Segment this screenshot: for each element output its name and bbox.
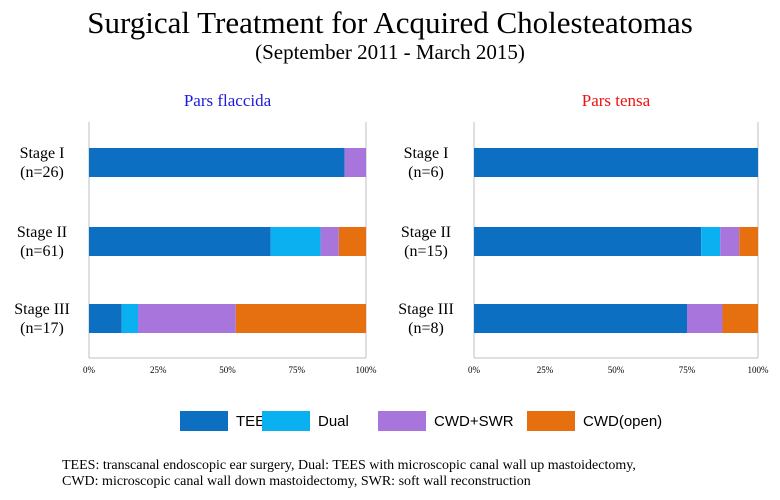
pars-tensa-n-label: (n=8) xyxy=(408,320,444,337)
footnote: TEES: transcanal endoscopic ear surgery,… xyxy=(62,458,636,490)
legend-swatch-tees xyxy=(180,411,228,431)
pars-flaccida-bar-cwd-open xyxy=(338,227,366,256)
legend-label-cwd-swr: CWD+SWR xyxy=(434,412,514,430)
pars-tensa-bar-tees xyxy=(474,148,758,177)
pars-flaccida-bar-cwd-swr xyxy=(138,304,236,333)
pars-flaccida-stage-label: Stage III xyxy=(14,301,70,318)
pars-tensa-tick-label: 100% xyxy=(748,365,770,375)
pars-tensa-stage-label: Stage III xyxy=(398,301,454,318)
pars-flaccida-bar-dual xyxy=(121,304,139,333)
legend-label-cwd-open: CWD(open) xyxy=(583,412,663,430)
pars-flaccida-bar-tees xyxy=(89,148,345,177)
pars-tensa-stage-label: Stage I xyxy=(404,145,449,162)
pars-tensa-tick-label: 0% xyxy=(468,365,481,375)
footnote-line-2: CWD: microscopic canal wall down mastoid… xyxy=(62,474,531,489)
chart-subtitle: (September 2011 - March 2015) xyxy=(255,40,525,64)
legend-item-dual: Dual xyxy=(262,409,349,433)
pars-flaccida-stage-label: Stage II xyxy=(17,224,67,241)
stacked-bar-charts: Pars flaccida 0% 25% 50% 75% 100% Stage I (n=26… xyxy=(14,91,770,375)
pars-flaccida-title: Pars flaccida xyxy=(184,91,272,110)
pars-tensa-bar-dual xyxy=(701,227,721,256)
pars-tensa-tick-label: 25% xyxy=(537,365,554,375)
pars-flaccida-bar-cwd-open xyxy=(235,304,366,333)
pars-flaccida-stage-label: Stage I xyxy=(20,145,65,162)
pars-tensa-tick-label: 50% xyxy=(608,365,625,375)
legend-item-cwd-open: CWD(open) xyxy=(527,409,662,433)
pars-flaccida-bar-tees xyxy=(89,227,271,256)
pars-tensa-n-label: (n=6) xyxy=(408,164,444,181)
pars-tensa-bar-cwd-swr xyxy=(720,227,740,256)
pars-tensa-bar-cwd-open xyxy=(722,304,758,333)
legend-swatch-cwd-open xyxy=(527,411,575,431)
legend: TEES Dual CWD+SWR CWD(open) xyxy=(0,409,780,433)
pars-flaccida-n-label: (n=61) xyxy=(20,243,64,260)
pars-tensa-bar-tees xyxy=(474,227,702,256)
pars-tensa-n-label: (n=15) xyxy=(404,243,448,260)
legend-item-tees: TEES xyxy=(180,409,275,433)
pars-flaccida-tick-label: 0% xyxy=(83,365,96,375)
pars-tensa-tick-label: 75% xyxy=(679,365,696,375)
pars-tensa-bar-cwd-swr xyxy=(687,304,723,333)
pars-flaccida-bar-dual xyxy=(270,227,321,256)
legend-swatch-cwd-swr xyxy=(378,411,426,431)
pars-tensa-bar-cwd-open xyxy=(739,227,758,256)
pars-flaccida-bar-cwd-swr xyxy=(344,148,366,177)
pars-flaccida-tick-label: 25% xyxy=(150,365,167,375)
legend-label-dual: Dual xyxy=(318,412,349,430)
pars-flaccida-n-label: (n=26) xyxy=(20,164,64,181)
chart-title: Surgical Treatment for Acquired Choleste… xyxy=(87,5,693,40)
pars-flaccida-bar-cwd-swr xyxy=(320,227,339,256)
legend-item-cwd-swr: CWD+SWR xyxy=(378,409,514,433)
pars-tensa-title: Pars tensa xyxy=(582,91,651,110)
pars-flaccida-n-label: (n=17) xyxy=(20,320,64,337)
legend-swatch-dual xyxy=(262,411,310,431)
footnote-line-1: TEES: transcanal endoscopic ear surgery,… xyxy=(62,458,636,473)
pars-tensa-stage-label: Stage II xyxy=(401,224,451,241)
pars-flaccida-bar-tees xyxy=(89,304,122,333)
pars-flaccida-tick-label: 50% xyxy=(219,365,236,375)
pars-flaccida-tick-label: 75% xyxy=(289,365,306,375)
pars-flaccida-tick-label: 100% xyxy=(356,365,378,375)
pars-tensa-bar-tees xyxy=(474,304,687,333)
